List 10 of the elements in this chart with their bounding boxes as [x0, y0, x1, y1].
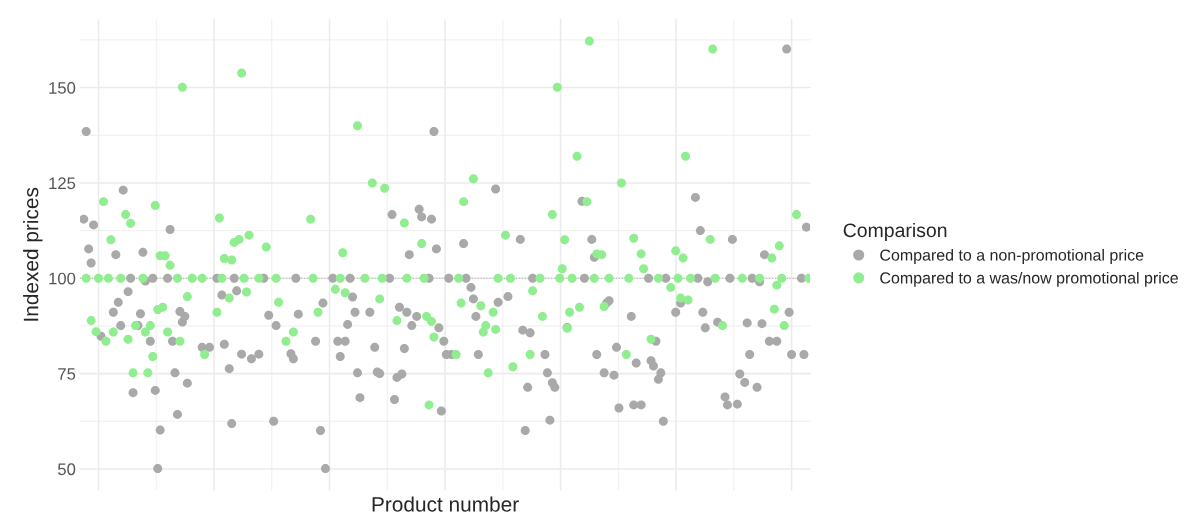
- y-tick-label: 50: [58, 463, 76, 476]
- legend-title: Comparison: [843, 222, 947, 242]
- y-tick-label: 100: [49, 272, 76, 285]
- y-tick-label: 150: [49, 82, 76, 94]
- y-tick-label: 75: [58, 368, 76, 380]
- legend-label: Compared to a non-promotional price: [880, 249, 1144, 264]
- y-axis-title: Indexed prices: [23, 187, 43, 321]
- legend-label: Compared to a was/now promotional price: [880, 271, 1178, 287]
- y-tick-label: 125: [49, 177, 76, 190]
- x-axis-title: Product number: [372, 496, 519, 512]
